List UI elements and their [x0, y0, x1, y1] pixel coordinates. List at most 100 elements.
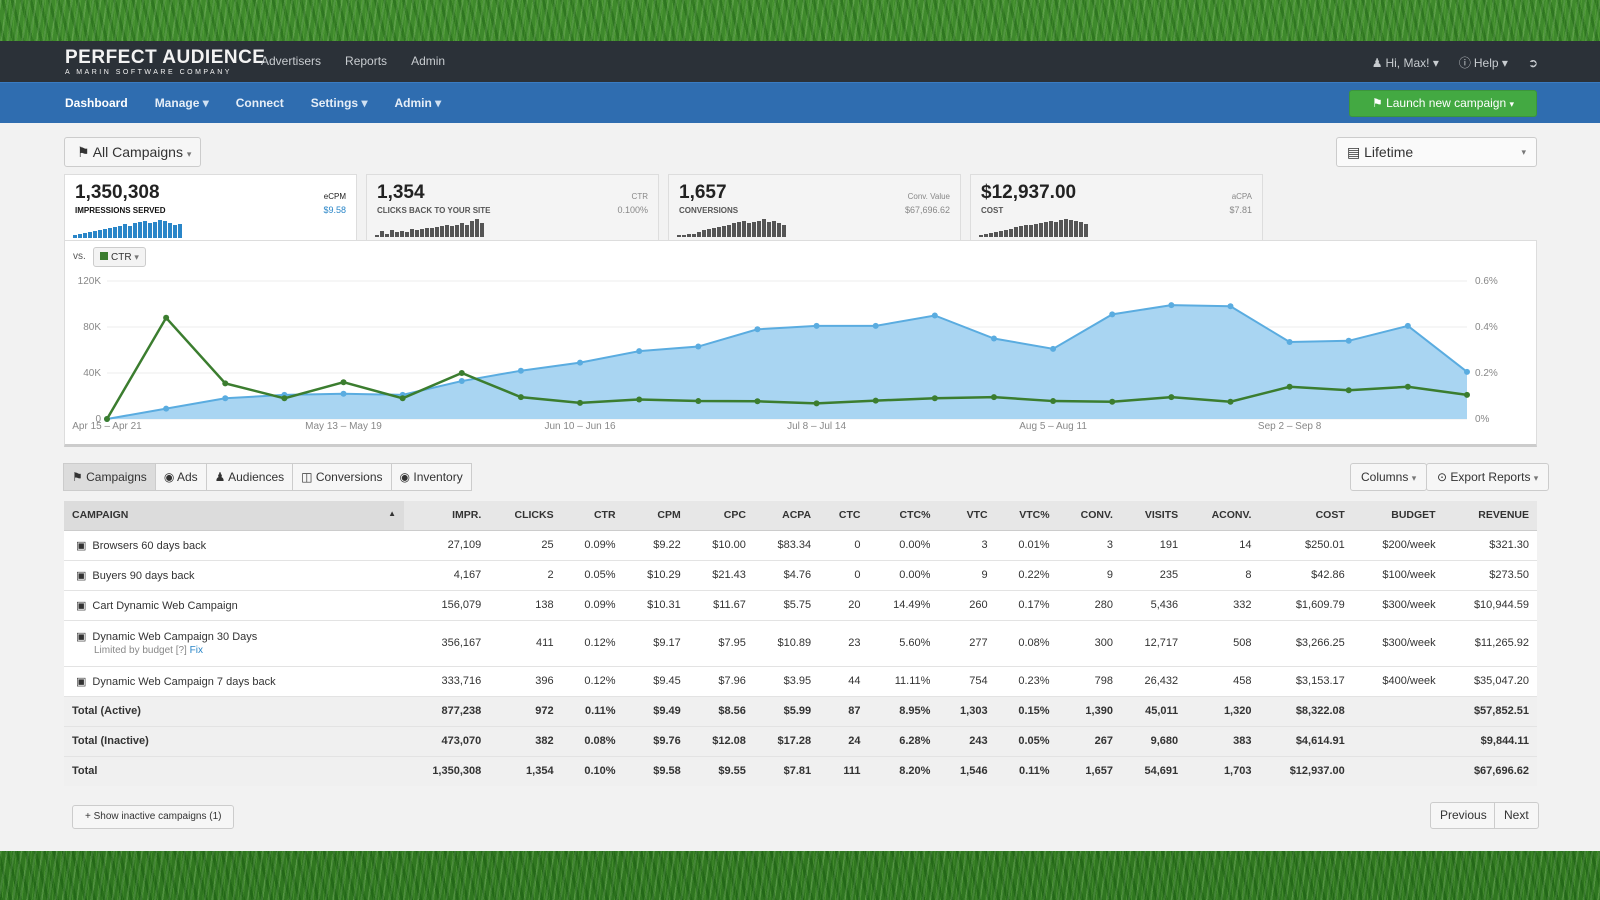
- ctr-point: [1286, 383, 1293, 390]
- subnav-manage[interactable]: Manage ▾: [155, 96, 209, 110]
- ctr-point: [399, 395, 406, 402]
- column-header[interactable]: VISITS: [1120, 501, 1187, 531]
- campaign-name-cell[interactable]: ▣ Buyers 90 days back: [64, 559, 404, 590]
- column-header[interactable]: REVENUE: [1443, 501, 1537, 531]
- total-cell: 0.08%: [561, 725, 624, 756]
- date-range-dropdown[interactable]: ▤ Lifetime ▾: [1336, 137, 1537, 167]
- table-cell: 0: [819, 529, 869, 560]
- stat-card-impressions[interactable]: 1,350,308 IMPRESSIONS SERVED eCPM $9.58: [64, 174, 357, 241]
- subnav-settings[interactable]: Settings ▾: [311, 96, 368, 110]
- subnav-dashboard[interactable]: Dashboard: [65, 96, 128, 110]
- column-header[interactable]: COST: [1259, 501, 1353, 531]
- ctr-point: [636, 396, 643, 403]
- column-header[interactable]: CONV.: [1057, 501, 1121, 531]
- table-cell: 4,167: [404, 559, 490, 590]
- total-cell: 473,070: [404, 725, 490, 756]
- table-cell: 277: [938, 619, 996, 666]
- brand-logo[interactable]: PERFECT AUDIENCE A MARIN SOFTWARE COMPAN…: [65, 48, 265, 77]
- tab-audiences[interactable]: ♟ Audiences: [205, 463, 294, 491]
- sparkline-bar: [173, 225, 177, 238]
- column-header[interactable]: ACONV.: [1186, 501, 1260, 531]
- topnav-advertisers[interactable]: Advertisers: [261, 54, 322, 68]
- total-cell: 1,320: [1186, 695, 1260, 726]
- export-reports-button[interactable]: ⊙ Export Reports ▾: [1426, 463, 1550, 491]
- columns-button[interactable]: Columns ▾: [1350, 463, 1428, 491]
- total-cell: $17.28: [753, 725, 820, 756]
- next-page-button[interactable]: Next: [1494, 802, 1539, 829]
- chart-canvas: 120K 80K 40K 0 0.6% 0.4% 0.2% 0% Apr 15 – Apr 21…: [72, 276, 1498, 432]
- export-label: Export Reports: [1450, 470, 1531, 484]
- total-cell: $12,937.00: [1259, 755, 1353, 786]
- stat-card-clicks[interactable]: 1,354 CLICKS BACK TO YOUR SITE CTR 0.100…: [366, 174, 659, 240]
- compare-metric-label: CTR: [111, 252, 132, 263]
- total-cell: 1,546: [938, 755, 996, 786]
- sparkline-bar: [163, 221, 167, 238]
- column-header[interactable]: VTC: [938, 501, 996, 531]
- table-cell: 44: [819, 665, 869, 696]
- column-header[interactable]: CTR: [561, 501, 624, 531]
- fix-budget-link[interactable]: Fix: [189, 645, 203, 656]
- table-row[interactable]: ▣ Cart Dynamic Web Campaign 156,079 138 0.09…: [64, 589, 1537, 620]
- table-row[interactable]: ▣ Browsers 60 days back 27,109 25 0.09% $9.22…: [64, 529, 1537, 560]
- ctr-point: [1227, 398, 1234, 405]
- user-menu[interactable]: ♟ Hi, Max! ▾: [1372, 56, 1439, 70]
- sparkline-bar: [103, 229, 107, 238]
- help-menu[interactable]: ⓘ Help ▾: [1459, 54, 1508, 71]
- column-header[interactable]: ACPA: [753, 501, 820, 531]
- table-row[interactable]: ▣ Buyers 90 days back 4,167 2 0.05% $10.29 $21…: [64, 559, 1537, 590]
- stat-card-cost[interactable]: $12,937.00 COST aCPA $7.81: [970, 174, 1263, 240]
- sparkline-bar: [999, 231, 1003, 237]
- user-icon: ♟: [1371, 55, 1383, 70]
- campaign-name-cell[interactable]: ▣ Dynamic Web Campaign 30 Days Limited by …: [64, 619, 404, 666]
- sparkline-bar: [777, 223, 781, 237]
- show-inactive-button[interactable]: + Show inactive campaigns (1): [72, 805, 235, 829]
- column-header[interactable]: VTC%: [995, 501, 1058, 531]
- y-left-tick-label: 40K: [83, 368, 101, 379]
- sparkline-bar: [984, 234, 988, 237]
- table-cell: 235: [1120, 559, 1187, 590]
- subnav-connect[interactable]: Connect: [235, 96, 284, 110]
- previous-page-button[interactable]: Previous: [1430, 802, 1497, 829]
- compare-metric-dropdown[interactable]: CTR ▾: [93, 247, 146, 267]
- table-row[interactable]: ▣ Dynamic Web Campaign 30 Days Limited by …: [64, 619, 1537, 666]
- subnav-admin[interactable]: Admin ▾: [394, 96, 441, 110]
- logout-icon[interactable]: ➲: [1527, 55, 1538, 70]
- stat-card-conversions[interactable]: 1,657 CONVERSIONS Conv. Value $67,696.62: [668, 174, 961, 240]
- impressions-point: [1227, 303, 1234, 310]
- table-row[interactable]: ▣ Dynamic Web Campaign 7 days back 333,716…: [64, 665, 1537, 696]
- column-header[interactable]: CPC: [688, 501, 754, 531]
- table-cell: $9.17: [623, 619, 689, 666]
- x-tick-label: Aug 5 – Aug 11: [1019, 421, 1087, 432]
- tab-ads[interactable]: ◉ Ads: [154, 463, 207, 491]
- column-header-campaign[interactable]: CAMPAIGN ▲: [64, 501, 404, 531]
- column-header[interactable]: CPM: [623, 501, 689, 531]
- sparkline-bar: [692, 234, 696, 237]
- table-cell: $11,265.92: [1443, 619, 1537, 666]
- campaign-name-cell[interactable]: ▣ Browsers 60 days back: [64, 529, 404, 560]
- column-header[interactable]: IMPR.: [404, 501, 490, 531]
- column-header[interactable]: CLICKS: [489, 501, 562, 531]
- sparkline-bar: [687, 234, 691, 237]
- column-header[interactable]: BUDGET: [1352, 501, 1444, 531]
- sparkline-bar: [390, 230, 394, 237]
- topnav-reports[interactable]: Reports: [345, 54, 388, 68]
- column-header[interactable]: CTC: [819, 501, 869, 531]
- table-total-row: Total (Active) 877,238 972 0.11% $9.49 $8.56 $…: [64, 695, 1537, 726]
- total-cell: 0.15%: [995, 695, 1058, 726]
- impressions-point: [1109, 311, 1116, 318]
- topnav-admin[interactable]: Admin: [411, 54, 446, 68]
- ctr-line: [105, 315, 1468, 420]
- campaign-name-cell[interactable]: ▣ Cart Dynamic Web Campaign: [64, 589, 404, 620]
- ctr-point: [1464, 391, 1470, 398]
- tab-campaigns[interactable]: ⚑ Campaigns: [63, 463, 156, 491]
- tab-inventory[interactable]: ◉ Inventory: [390, 463, 472, 491]
- table-cell: 300: [1057, 619, 1121, 666]
- total-cell: 111: [819, 755, 869, 786]
- launch-campaign-button[interactable]: ⚑ Launch new campaign ▾: [1349, 90, 1537, 117]
- tab-conversions[interactable]: ◫ Conversions: [292, 463, 392, 491]
- impressions-point: [1345, 337, 1352, 344]
- impressions-point: [1464, 368, 1470, 375]
- campaign-name-cell[interactable]: ▣ Dynamic Web Campaign 7 days back: [64, 665, 404, 696]
- campaign-filter-dropdown[interactable]: ⚑ All Campaigns ▾: [64, 137, 201, 167]
- column-header[interactable]: CTC%: [868, 501, 939, 531]
